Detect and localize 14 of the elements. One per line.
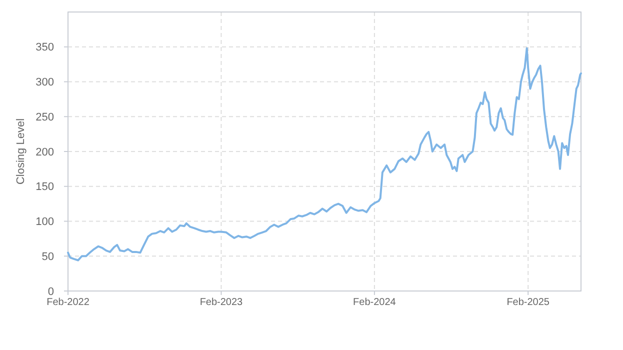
line-series <box>67 47 582 262</box>
y-tick-label: 300 <box>36 76 54 89</box>
y-tick-label: 250 <box>36 111 54 124</box>
x-tick-label: Feb-2024 <box>353 297 396 308</box>
y-tick-label: 0 <box>48 286 54 298</box>
x-tick-label: Feb-2025 <box>506 297 550 308</box>
x-tick-label: Feb-2022 <box>46 297 90 308</box>
x-tick-label: Feb-2023 <box>200 297 244 308</box>
y-axis-title: Closing Level <box>15 118 27 185</box>
y-tick-label: 350 <box>36 42 54 54</box>
y-tick-label: 150 <box>36 181 54 194</box>
y-tick-label: 50 <box>42 250 54 263</box>
y-tick-label: 100 <box>36 216 54 228</box>
y-tick-label: 200 <box>36 146 54 158</box>
